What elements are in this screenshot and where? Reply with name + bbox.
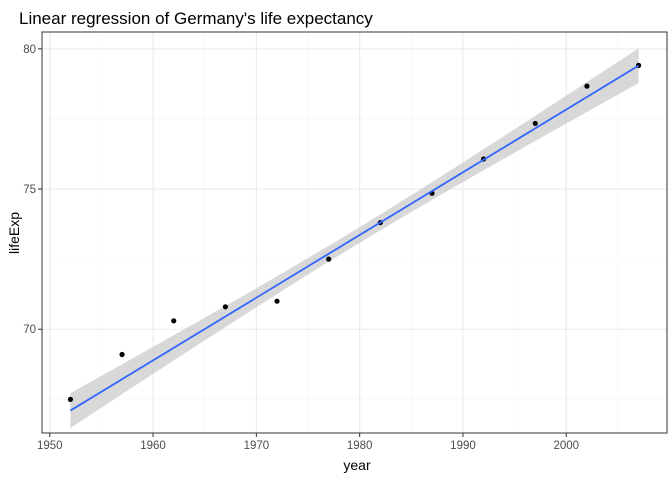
panel-border <box>41 31 668 434</box>
data-point <box>67 396 74 402</box>
data-point <box>171 318 177 324</box>
x-axis-title: year <box>343 457 371 473</box>
data-point <box>119 351 125 358</box>
data-point <box>222 304 228 310</box>
data-point <box>532 120 538 127</box>
x-tick-label: 1990 <box>450 440 476 452</box>
y-axis-title: lifeExp <box>6 212 22 254</box>
regression-line <box>69 64 640 412</box>
data-point <box>584 83 590 89</box>
data-point <box>326 256 332 262</box>
x-tick-label: 2000 <box>553 440 579 452</box>
plot-area: 1950 1960 1970 1980 1990 2000 70 75 80 <box>23 31 668 452</box>
x-tick-label: 1960 <box>140 440 166 452</box>
y-tick-label: 70 <box>23 324 36 336</box>
y-tick-label: 75 <box>23 184 36 196</box>
chart-title: Linear regression of Germany's life expe… <box>19 9 373 28</box>
data-point <box>274 298 280 304</box>
x-tick-label: 1980 <box>347 440 373 452</box>
x-tick-label: 1950 <box>37 440 63 452</box>
y-tick-label: 80 <box>23 44 36 56</box>
x-tick-label: 1970 <box>244 440 270 452</box>
